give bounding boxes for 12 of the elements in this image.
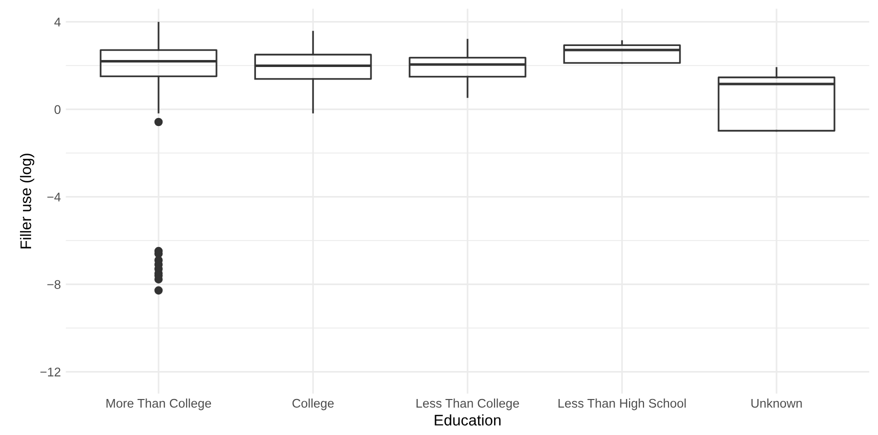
y-tick-label: −12: [40, 368, 60, 376]
y-axis-title: Filler use (log): [20, 154, 34, 248]
x-tick-label: College: [292, 398, 334, 410]
x-tick-label: Less Than High School: [558, 398, 686, 410]
y-tick-label: 0: [54, 105, 60, 114]
y-tick-label: −4: [47, 192, 61, 202]
x-tick-label: Less Than College: [416, 398, 519, 410]
y-tick-label: 4: [54, 18, 61, 26]
x-tick-label: Unknown: [751, 398, 802, 408]
x-axis-title: Education: [434, 414, 501, 426]
x-tick-label: More Than College: [106, 398, 212, 410]
y-tick-label: −8: [47, 280, 60, 289]
